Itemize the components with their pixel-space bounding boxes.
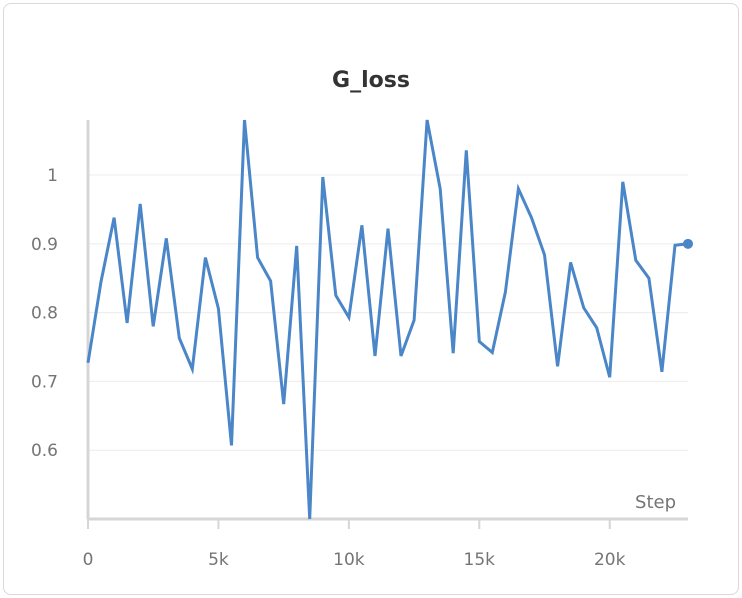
x-tick-label: 15k xyxy=(464,550,496,570)
x-tick-label: 20k xyxy=(594,550,626,570)
series-end-point xyxy=(683,238,693,249)
x-tick-label: 0 xyxy=(83,550,94,570)
x-tick-label: 10k xyxy=(333,550,365,570)
y-tick-label: 0.7 xyxy=(31,372,58,392)
grid-layer xyxy=(88,174,688,451)
y-tick-label: 1 xyxy=(47,166,58,186)
y-tick-label: 0.9 xyxy=(31,235,58,255)
label-layer: Step 0.6 0.7 0.8 0.9 1 0 5k 10k 15k 20k xyxy=(31,166,676,570)
line-layer xyxy=(86,119,693,520)
chart-title: G_loss xyxy=(332,68,410,93)
series-line xyxy=(86,119,689,520)
x-tick-label: 5k xyxy=(208,550,229,570)
y-tick-label: 0.6 xyxy=(31,441,58,461)
y-tick-label: 0.8 xyxy=(31,304,58,324)
axis-layer xyxy=(86,120,688,529)
x-axis-label: Step xyxy=(635,492,676,513)
